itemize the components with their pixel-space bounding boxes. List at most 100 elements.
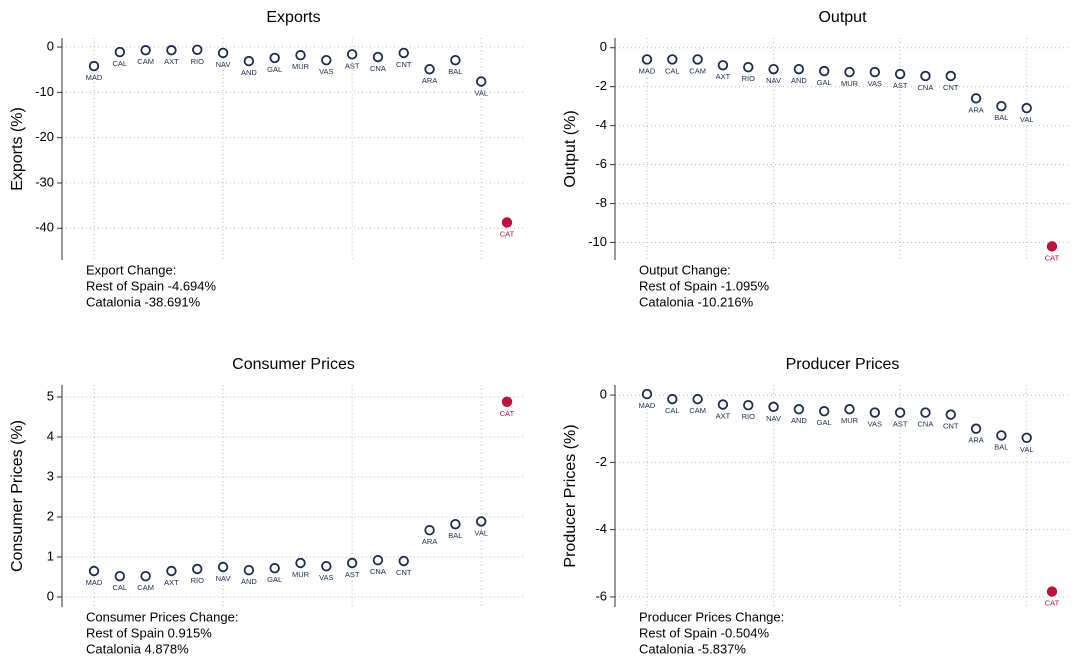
y-tick-label: -10 — [35, 84, 54, 99]
point-label: CNA — [918, 420, 934, 429]
point-label: CNA — [370, 567, 386, 576]
point-label: AST — [893, 420, 908, 429]
point-label: CNT — [943, 422, 959, 431]
point — [717, 399, 729, 410]
chart-title: Consumer Prices — [232, 356, 355, 373]
point — [641, 388, 653, 400]
point — [140, 571, 151, 582]
point-label: BAL — [994, 113, 1008, 122]
point — [114, 571, 126, 582]
point — [501, 217, 513, 228]
point-label: VAS — [868, 420, 882, 429]
annotation: Rest of Spain 0.915% — [86, 625, 212, 640]
point — [166, 45, 177, 56]
point-label: CNT — [396, 60, 412, 69]
point — [424, 64, 435, 75]
annotation: Producer Prices Change: — [639, 609, 784, 624]
point — [424, 525, 435, 536]
y-tick-label: -8 — [595, 195, 607, 210]
point — [768, 401, 779, 413]
point — [398, 47, 409, 59]
point — [450, 519, 461, 530]
point-label: MUR — [841, 79, 859, 88]
point — [88, 60, 100, 72]
y-axis-label: Output (%) — [562, 110, 579, 187]
point-label: GAL — [267, 575, 282, 584]
point — [372, 51, 384, 63]
point-label: NAV — [766, 414, 781, 423]
point-label: NAV — [766, 76, 781, 85]
annotation: Catalonia -5.837% — [639, 641, 746, 656]
y-tick-label: -2 — [595, 78, 607, 93]
point-label: ARA — [968, 436, 983, 445]
point — [667, 54, 678, 65]
point — [166, 565, 177, 577]
point-label: CNA — [370, 64, 386, 73]
point — [743, 399, 754, 411]
point — [945, 70, 956, 82]
point — [192, 44, 203, 55]
point-label: MUR — [292, 62, 310, 71]
annotation: Rest of Spain -1.095% — [639, 278, 770, 293]
point — [894, 68, 906, 80]
point-label: CAM — [137, 57, 154, 66]
point-label: BAL — [448, 67, 462, 76]
point-label: RIO — [191, 576, 205, 585]
point-label: RIO — [742, 74, 756, 83]
annotation: Output Change: — [639, 262, 731, 277]
point — [1021, 102, 1032, 114]
point-label: VAS — [319, 573, 333, 582]
point-label: CAT — [500, 229, 515, 238]
point — [217, 561, 229, 573]
point — [667, 393, 678, 405]
point-label: CAL — [113, 59, 128, 68]
point-label: AST — [893, 81, 908, 90]
point — [768, 63, 779, 75]
y-tick-label: -2 — [595, 454, 607, 469]
point-label: NAV — [216, 574, 231, 583]
y-tick-label: -20 — [35, 129, 54, 144]
point — [869, 407, 881, 418]
y-tick-label: 2 — [47, 508, 54, 523]
point — [717, 60, 729, 71]
point — [243, 565, 255, 576]
point — [818, 65, 830, 77]
point-label: AST — [345, 61, 360, 70]
point-label: MAD — [639, 401, 656, 410]
point — [996, 430, 1007, 441]
point-label: MUR — [841, 416, 859, 425]
point — [793, 404, 805, 415]
annotation: Rest of Spain -0.504% — [639, 625, 770, 640]
point — [1046, 241, 1058, 252]
y-axis-label: Producer Prices (%) — [562, 424, 579, 567]
point — [243, 55, 255, 67]
point-label: CAL — [665, 66, 680, 75]
point-label: VAL — [1020, 445, 1034, 454]
point — [920, 70, 931, 82]
point — [346, 49, 358, 60]
point-label: MAD — [86, 578, 103, 587]
y-tick-label: -30 — [35, 174, 54, 189]
point — [346, 557, 358, 569]
point-label: AND — [791, 76, 807, 85]
point — [217, 47, 229, 59]
y-tick-label: 0 — [600, 39, 607, 54]
point-label: AXT — [716, 411, 731, 420]
point — [869, 66, 881, 78]
point-label: BAL — [994, 442, 1008, 451]
point-label: ARA — [968, 105, 983, 114]
y-tick-label: -6 — [595, 156, 607, 171]
point-label: AND — [241, 68, 257, 77]
point-label: ARA — [422, 76, 437, 85]
point — [844, 404, 855, 415]
point — [321, 561, 332, 572]
point-label: CNT — [396, 568, 412, 577]
point — [1021, 432, 1032, 444]
chart-title: Exports — [266, 9, 320, 26]
point-label: MUR — [292, 570, 310, 579]
point-label: CAT — [1045, 599, 1060, 608]
point-label: CAL — [113, 583, 128, 592]
chart-title: Output — [818, 9, 867, 26]
point-label: VAS — [319, 67, 333, 76]
